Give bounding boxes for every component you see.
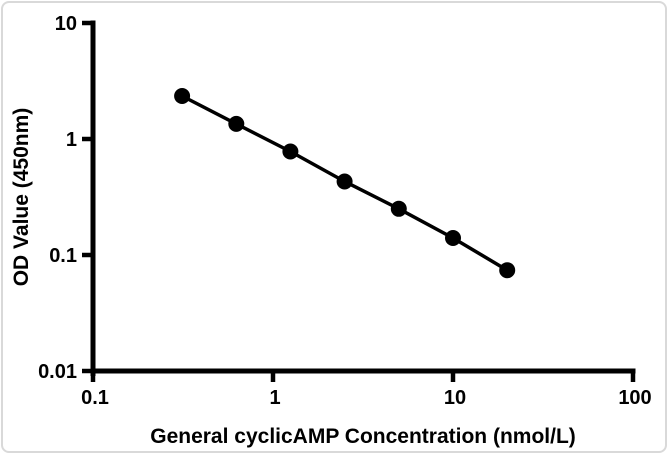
axes-layer <box>90 20 636 376</box>
x-tick-label: 10 <box>444 387 466 409</box>
x-tick-label: 1 <box>269 387 280 409</box>
x-tick-label: 100 <box>618 387 651 409</box>
y-axis-title: OD Value (450nm) <box>10 108 33 287</box>
tick-marks <box>82 20 636 382</box>
data-point-marker <box>499 262 516 279</box>
data-point-marker <box>336 173 353 190</box>
y-tick-label: 0.01 <box>38 361 77 383</box>
data-series <box>174 88 516 279</box>
data-point-marker <box>390 200 407 217</box>
x-tick-label: 0.1 <box>81 387 109 409</box>
data-point-marker <box>228 115 245 132</box>
y-tick-label: 0.1 <box>49 245 77 267</box>
data-point-marker <box>445 230 461 246</box>
y-tick-label: 10 <box>55 13 77 35</box>
x-axis-title: General cyclicAMP Concentration (nmol/L) <box>150 425 576 448</box>
data-point-marker <box>174 88 191 104</box>
data-point-marker <box>282 143 299 160</box>
y-tick-label: 1 <box>66 129 77 151</box>
